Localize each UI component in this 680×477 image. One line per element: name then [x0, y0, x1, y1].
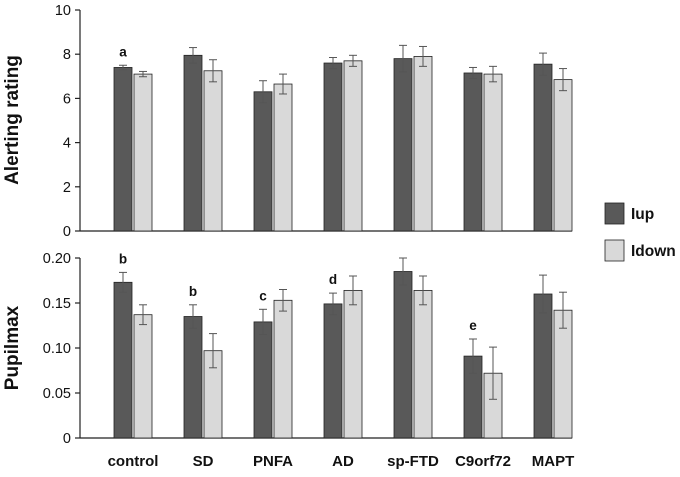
alerting-rating-panel: 0 2 4 6 8 10 Alerting rating a — [2, 3, 573, 240]
x-category-label: AD — [332, 453, 354, 470]
bar-up-sp-FTD — [393, 271, 413, 439]
x-category-label: SD — [193, 453, 214, 470]
y-tick-label: 10 — [55, 3, 71, 19]
bar-up-SD — [183, 54, 203, 232]
bar-down-MAPT — [553, 309, 573, 439]
bar-up-AD — [323, 62, 343, 232]
bar-up-SD — [183, 316, 203, 439]
legend-label-up: Iup — [631, 206, 654, 223]
significance-label: c — [259, 288, 267, 303]
x-category-label: MAPT — [532, 453, 575, 470]
y-tick-label: 2 — [63, 180, 71, 196]
legend-swatch-up — [604, 202, 625, 225]
y-tick-label: 0.20 — [43, 251, 71, 267]
y-tick-label: 6 — [63, 91, 71, 107]
bar-down-sp-FTD — [413, 56, 433, 232]
bar-up-control — [113, 281, 133, 439]
bar-down-control — [133, 314, 153, 439]
bar-down-MAPT — [553, 79, 573, 232]
bar-up-MAPT — [533, 293, 553, 439]
significance-label: a — [119, 44, 127, 59]
significance-label: e — [469, 318, 477, 333]
bar-up-PNFA — [253, 321, 273, 439]
bar-down-sp-FTD — [413, 289, 433, 439]
y-tick-label: 0 — [63, 224, 71, 240]
y-tick-label: 0.05 — [43, 386, 71, 402]
bar-down-C9orf72 — [483, 73, 503, 232]
significance-label: d — [329, 272, 337, 287]
bar-down-AD — [343, 60, 363, 232]
bar-up-sp-FTD — [393, 58, 413, 232]
bar-down-PNFA — [273, 83, 293, 232]
legend: Iup Idown — [604, 202, 676, 262]
bar-up-control — [113, 67, 133, 232]
bar-down-SD — [203, 70, 223, 232]
bar-up-C9orf72 — [463, 72, 483, 232]
x-category-label: control — [108, 453, 159, 470]
bar-up-MAPT — [533, 63, 553, 232]
y-tick-label: 0.10 — [43, 341, 71, 357]
y-tick-label: 4 — [63, 136, 71, 152]
y-tick-label: 0 — [63, 431, 71, 447]
legend-label-down: Idown — [631, 243, 676, 260]
bar-down-AD — [343, 289, 363, 439]
x-category-label: PNFA — [253, 453, 293, 470]
y-axis-title: Pupilmax — [2, 305, 23, 390]
y-tick-label: 0.15 — [43, 296, 71, 312]
significance-label: b — [119, 251, 127, 266]
bar-down-control — [133, 73, 153, 232]
y-axis-title: Alerting rating — [2, 55, 23, 185]
x-category-label: sp-FTD — [387, 453, 439, 470]
bar-down-PNFA — [273, 299, 293, 439]
pupilmax-panel: 0 0.05 0.10 0.15 0.20 Pupilmax b control b SD c PNF… — [2, 251, 574, 470]
y-tick-label: 8 — [63, 47, 71, 63]
legend-swatch-down — [604, 239, 625, 262]
bar-up-AD — [323, 303, 343, 439]
bar-up-PNFA — [253, 91, 273, 232]
significance-label: b — [189, 284, 197, 299]
x-category-label: C9orf72 — [455, 453, 511, 470]
